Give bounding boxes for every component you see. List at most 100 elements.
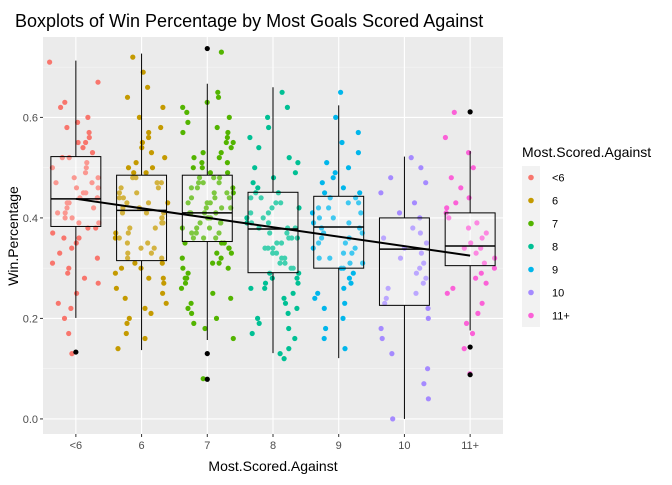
data-point — [200, 376, 206, 382]
data-point — [152, 225, 158, 231]
data-point — [94, 255, 100, 261]
data-point — [139, 139, 145, 146]
data-point — [228, 250, 234, 256]
data-point — [348, 280, 354, 286]
data-point — [273, 250, 280, 256]
data-point — [197, 220, 203, 226]
data-point — [113, 230, 119, 236]
data-point — [55, 300, 61, 306]
data-point — [260, 215, 266, 221]
data-point — [252, 165, 258, 171]
data-point — [143, 210, 150, 216]
data-point — [145, 240, 151, 246]
data-point — [312, 295, 318, 301]
data-point — [188, 185, 194, 191]
data-point — [463, 320, 470, 326]
data-point — [468, 240, 474, 246]
y-tick-label: 0.4 — [23, 213, 38, 225]
data-point — [119, 210, 126, 216]
data-point — [179, 255, 185, 261]
data-point — [89, 180, 95, 186]
data-point — [82, 170, 89, 176]
data-point — [316, 255, 322, 261]
data-point — [341, 285, 347, 291]
outlier-point — [467, 372, 473, 378]
data-point — [53, 180, 59, 186]
data-point — [216, 260, 222, 266]
data-point — [281, 295, 287, 301]
data-point — [266, 124, 272, 131]
data-point — [225, 265, 231, 271]
data-point — [396, 210, 403, 216]
data-point — [146, 129, 152, 136]
data-point — [461, 346, 467, 352]
data-point — [284, 104, 290, 110]
data-point — [84, 160, 90, 166]
data-point — [277, 260, 283, 266]
data-point — [425, 315, 431, 321]
legend-key — [528, 312, 534, 319]
data-point — [124, 320, 130, 326]
data-point — [383, 295, 389, 301]
data-point — [95, 185, 101, 191]
data-point — [265, 210, 271, 216]
data-point — [118, 265, 125, 271]
data-point — [255, 185, 261, 191]
data-point — [355, 129, 361, 136]
data-point — [282, 300, 289, 306]
data-point — [62, 210, 68, 216]
data-point — [225, 170, 231, 176]
data-point — [159, 255, 165, 261]
data-point — [142, 305, 148, 311]
data-point — [385, 285, 391, 291]
data-point — [83, 165, 89, 171]
data-point — [146, 134, 152, 141]
data-point — [226, 245, 232, 251]
data-point — [230, 335, 236, 342]
data-point — [122, 295, 128, 301]
data-point — [194, 225, 200, 231]
data-point — [131, 170, 137, 176]
data-point — [382, 300, 388, 306]
data-point — [442, 134, 448, 141]
data-point — [58, 104, 64, 110]
data-point — [330, 175, 336, 181]
data-point — [425, 396, 431, 402]
data-point — [270, 245, 276, 251]
y-tick-label: 0.2 — [23, 313, 38, 325]
data-point — [340, 185, 346, 191]
data-point — [138, 265, 144, 271]
data-point — [158, 124, 164, 131]
data-point — [145, 200, 152, 206]
data-point — [448, 175, 454, 181]
data-point — [163, 300, 169, 306]
data-point — [228, 295, 234, 301]
data-point — [342, 240, 348, 246]
data-point — [330, 215, 336, 221]
data-point — [85, 114, 91, 120]
data-point — [219, 205, 225, 211]
legend-label: <6 — [552, 173, 565, 185]
data-point — [478, 270, 484, 276]
data-point — [62, 99, 68, 105]
data-point — [96, 220, 102, 226]
data-point — [279, 89, 285, 95]
data-point — [483, 230, 489, 236]
data-point — [265, 220, 272, 226]
data-point — [68, 305, 74, 311]
data-point — [212, 195, 218, 201]
data-point — [64, 205, 70, 211]
outlier-point — [204, 376, 210, 382]
data-point — [180, 265, 186, 271]
data-point — [185, 119, 191, 125]
data-point — [326, 205, 332, 211]
data-point — [225, 129, 231, 136]
data-point — [389, 351, 395, 357]
data-point — [473, 275, 479, 281]
data-point — [458, 185, 464, 191]
box-iqr — [181, 174, 233, 243]
x-tick-label: 8 — [270, 440, 276, 452]
data-point — [217, 220, 224, 226]
data-point — [288, 265, 294, 271]
